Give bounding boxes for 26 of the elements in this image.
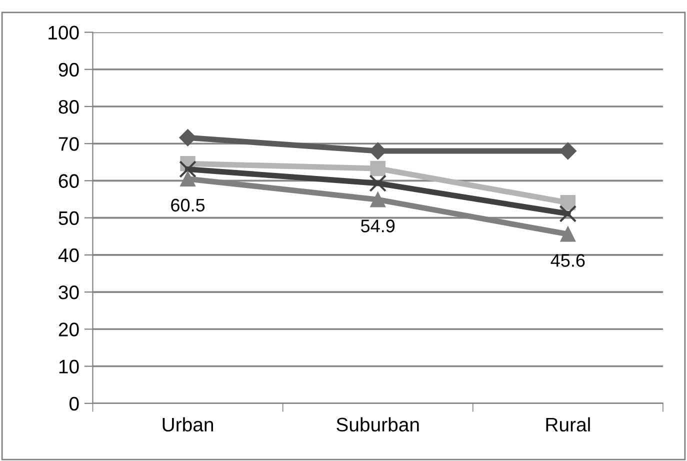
point: [560, 226, 576, 242]
point: [369, 174, 387, 192]
point: [370, 192, 386, 208]
x-tick-label: Urban: [162, 417, 213, 432]
y-tick-label: 20: [58, 322, 79, 336]
y-tick-label: 100: [48, 26, 79, 40]
point: [180, 171, 196, 186]
y-tick-label: 90: [58, 62, 79, 77]
y-tick-label: 70: [58, 137, 79, 151]
point: [370, 160, 386, 176]
y-tick-label: 30: [58, 286, 79, 300]
y-tick-label: 40: [58, 248, 79, 262]
point: [559, 205, 577, 222]
point: [179, 129, 196, 146]
y-tick-label: 60: [58, 174, 79, 188]
y-tick-label: 0: [69, 396, 79, 411]
x-tick-label: Suburban: [336, 417, 419, 432]
data-label: 54.9: [361, 220, 395, 232]
data-label: 60.5: [171, 198, 205, 212]
data-label: 45.6: [550, 254, 585, 267]
y-tick-label: 50: [58, 211, 79, 226]
y-tick-label: 10: [59, 360, 79, 374]
point: [369, 142, 386, 160]
point: [179, 160, 196, 178]
y-tick-label: 80: [58, 100, 79, 114]
x-tick-label: Rural: [546, 417, 590, 432]
